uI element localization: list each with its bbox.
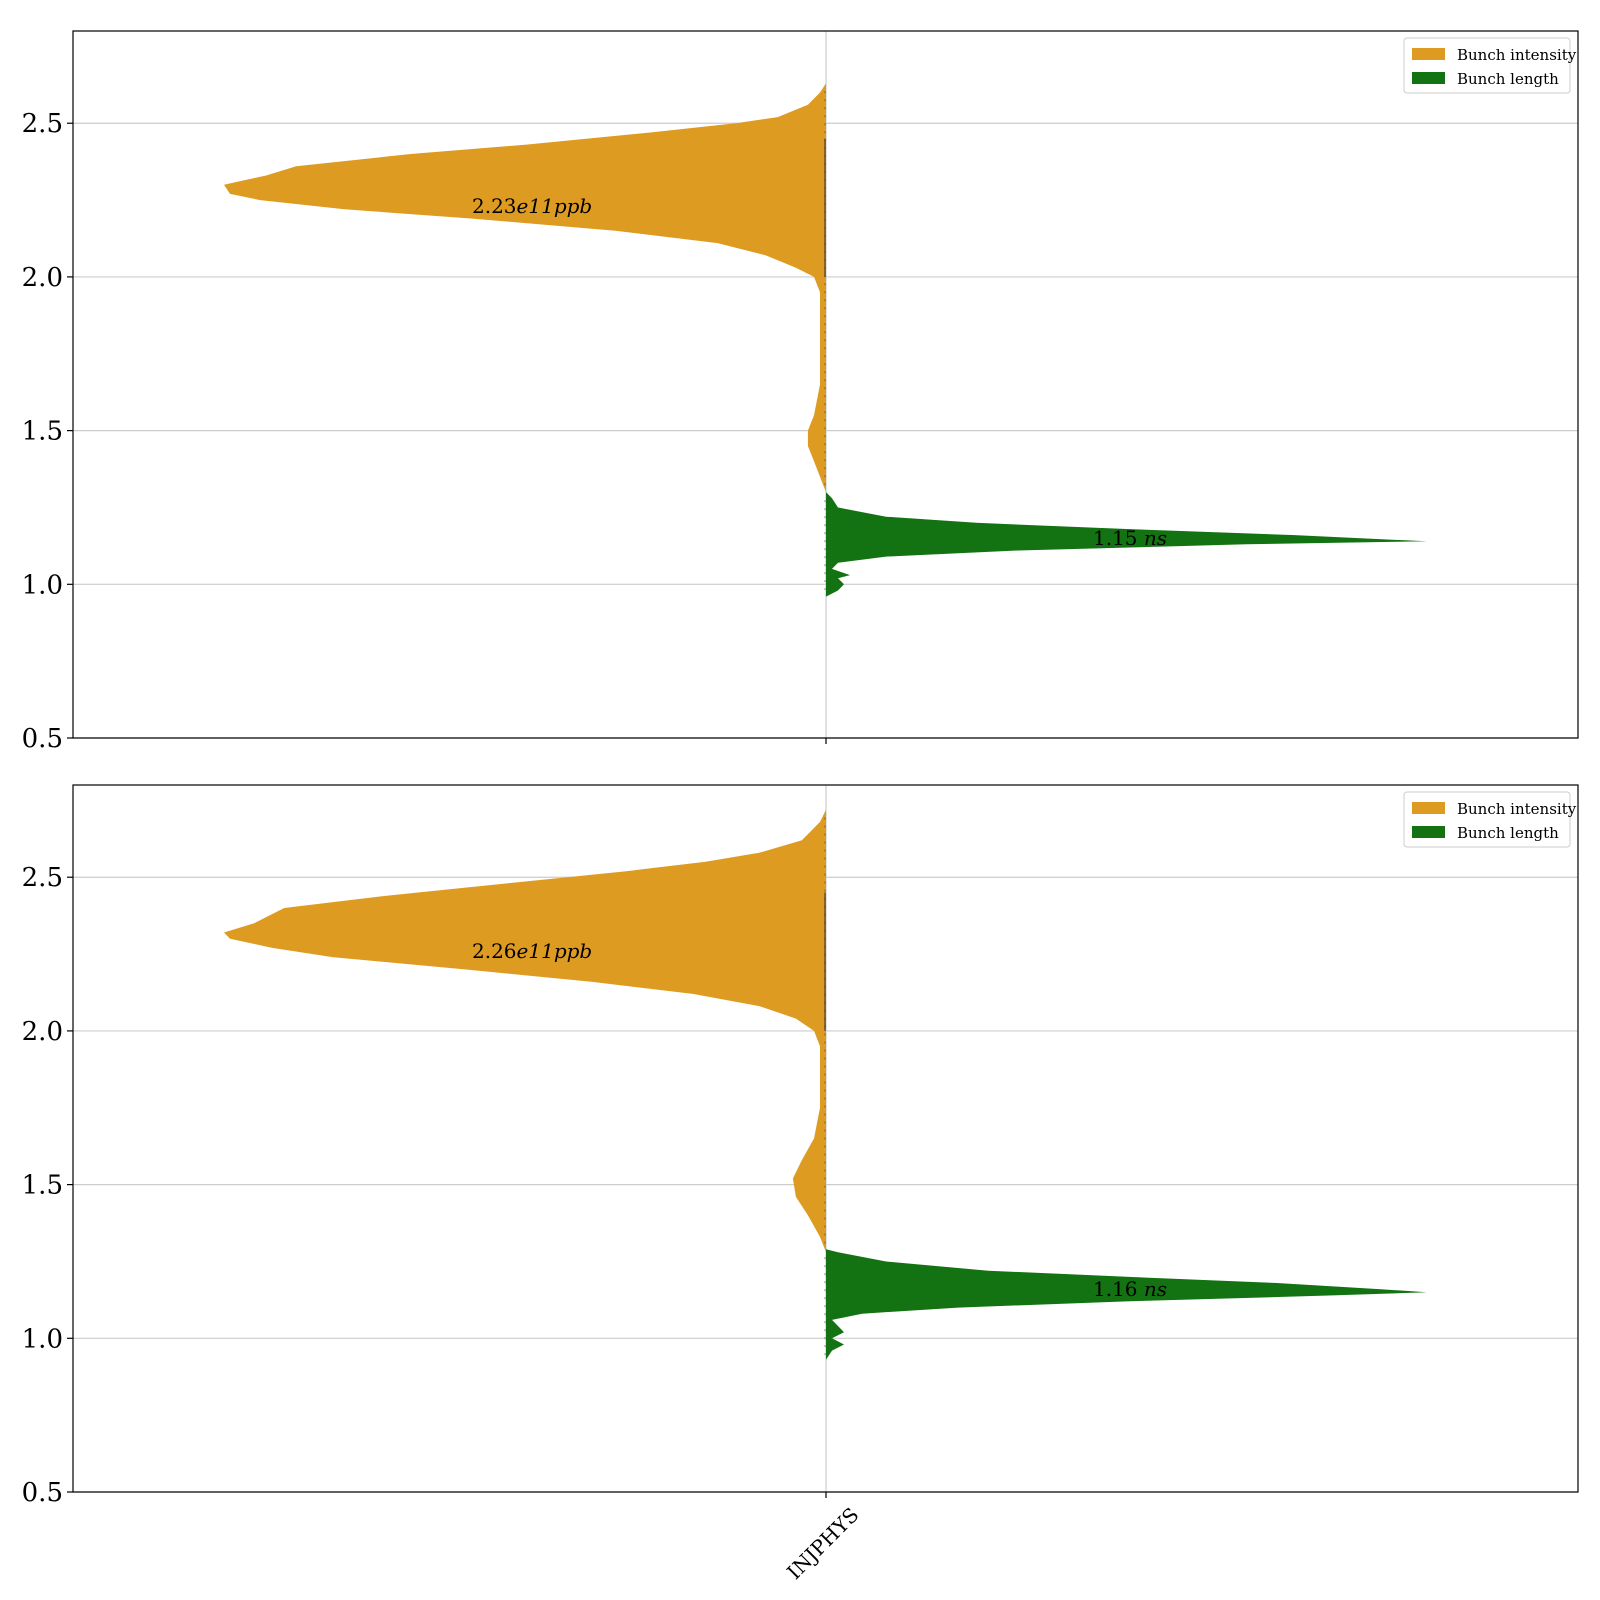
legend-label: Bunch length <box>1457 824 1559 842</box>
intensity-violin <box>224 83 826 493</box>
legend-label: Bunch intensity <box>1457 46 1577 64</box>
y-tick-label: 0.5 <box>22 724 63 754</box>
length-violin <box>826 1249 1427 1360</box>
legend-box <box>1403 37 1571 94</box>
annotation-number: 2.23 <box>472 194 517 218</box>
legend-swatch <box>1412 826 1445 838</box>
legend-swatch <box>1412 72 1445 84</box>
length-annotation: 1.15 ns <box>1093 526 1167 550</box>
legend-label: Bunch length <box>1457 70 1559 88</box>
annotation-unit: ns <box>1138 1277 1168 1301</box>
y-tick-label: 1.5 <box>22 417 63 447</box>
y-tick-label: 0.5 <box>22 1478 63 1508</box>
y-tick-label: 1.5 <box>22 1171 63 1201</box>
intensity-annotation: 2.26e11ppb <box>472 939 592 963</box>
y-tick-label: 2.0 <box>22 263 63 293</box>
legend-box <box>1403 791 1571 848</box>
length-annotation: 1.16 ns <box>1093 1277 1167 1301</box>
annotation-unit: e11ppb <box>517 939 593 963</box>
annotation-number: 1.16 <box>1093 1277 1138 1301</box>
annotation-number: 2.26 <box>472 939 517 963</box>
y-tick-label: 1.0 <box>22 1324 63 1354</box>
y-tick-label: 2.5 <box>22 109 63 139</box>
legend-swatch <box>1412 802 1445 814</box>
annotation-number: 1.15 <box>1093 526 1138 550</box>
length-violin <box>826 492 1427 597</box>
annotation-unit: e11ppb <box>517 194 593 218</box>
y-tick-label: 1.0 <box>22 570 63 600</box>
top-violin-panel: 2.23e11ppb 1.15 ns 0.5 1.0 1.5 2.0 2.5 Bunch in… <box>22 30 1579 754</box>
intensity-annotation: 2.23e11ppb <box>472 194 592 218</box>
bottom-violin-panel: 2.26e11ppb 1.16 ns 0.5 1.0 1.5 2.0 2.5 INJPHYS B… <box>22 784 1579 1584</box>
annotation-unit: ns <box>1138 526 1168 550</box>
x-tick-label: INJPHYS <box>782 1503 863 1584</box>
y-tick-label: 2.5 <box>22 863 63 893</box>
y-tick-label: 2.0 <box>22 1017 63 1047</box>
legend-label: Bunch intensity <box>1457 800 1577 818</box>
legend-swatch <box>1412 48 1445 60</box>
intensity-violin <box>224 809 826 1253</box>
